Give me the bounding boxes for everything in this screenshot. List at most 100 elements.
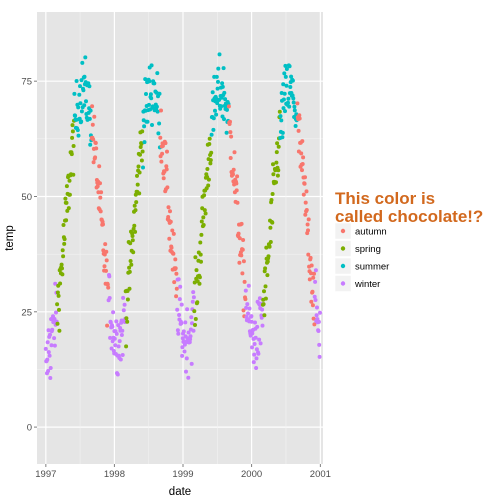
data-point-spring <box>140 129 145 134</box>
data-point-spring <box>277 109 282 114</box>
data-point-winter <box>188 334 193 339</box>
data-point-spring <box>192 280 197 285</box>
data-point-winter <box>48 366 53 370</box>
data-point-winter <box>315 305 319 310</box>
data-point-autumn <box>103 242 108 247</box>
data-point-winter <box>120 353 125 357</box>
legend-title-line-1: This color is <box>335 189 435 208</box>
data-point-autumn <box>104 249 109 254</box>
data-point-winter <box>107 274 112 279</box>
data-point-winter <box>178 284 183 289</box>
data-point-winter <box>313 298 318 302</box>
data-point-autumn <box>234 181 239 186</box>
legend-swatch-winter <box>340 281 346 286</box>
data-point-autumn <box>165 185 170 190</box>
data-point-summer <box>148 92 153 97</box>
data-point-spring <box>124 316 129 321</box>
data-point-summer <box>157 91 162 96</box>
data-point-autumn <box>106 285 111 290</box>
data-point-spring <box>139 158 144 163</box>
data-point-summer <box>211 127 216 132</box>
data-point-autumn <box>104 258 109 263</box>
data-point-winter <box>46 369 51 373</box>
legend-label-spring: spring <box>355 244 381 255</box>
data-point-spring <box>133 229 138 234</box>
data-point-autumn <box>167 236 172 241</box>
data-point-spring <box>206 183 211 188</box>
data-point-summer <box>279 91 284 95</box>
y-tick-label: 25 <box>21 307 32 318</box>
data-point-autumn <box>301 155 306 160</box>
data-point-autumn <box>311 316 316 321</box>
data-point-winter <box>313 268 318 273</box>
data-point-winter <box>185 307 190 312</box>
data-point-summer <box>220 81 225 86</box>
data-point-autumn <box>309 299 314 304</box>
data-point-winter <box>121 308 126 313</box>
data-point-spring <box>199 232 204 237</box>
data-point-spring <box>63 196 68 201</box>
data-point-spring <box>137 170 142 175</box>
data-point-autumn <box>226 104 231 109</box>
data-point-autumn <box>242 279 247 284</box>
data-point-winter <box>312 294 317 299</box>
legend-label-summer: summer <box>355 262 389 273</box>
data-point-spring <box>132 203 137 208</box>
data-point-summer <box>292 108 297 113</box>
data-point-autumn <box>169 245 174 250</box>
data-point-autumn <box>234 188 239 193</box>
x-tick-label: 2001 <box>310 469 331 480</box>
data-point-spring <box>267 244 272 249</box>
data-point-spring <box>61 223 66 227</box>
data-point-autumn <box>241 308 246 313</box>
data-point-summer <box>80 60 85 65</box>
data-point-autumn <box>303 212 308 217</box>
data-point-spring <box>263 284 268 289</box>
data-point-winter <box>189 315 194 320</box>
data-point-spring <box>263 266 268 271</box>
data-point-autumn <box>164 167 169 172</box>
data-point-autumn <box>95 184 100 189</box>
data-point-summer <box>287 64 292 69</box>
data-point-spring <box>208 158 213 163</box>
data-point-summer <box>155 109 160 114</box>
data-point-winter <box>46 328 51 333</box>
data-point-summer <box>72 91 77 96</box>
data-point-spring <box>57 328 62 333</box>
data-point-winter <box>108 320 113 325</box>
data-point-winter <box>45 357 50 362</box>
data-point-winter <box>253 320 257 325</box>
data-point-autumn <box>99 190 104 195</box>
data-point-spring <box>195 300 200 305</box>
data-point-autumn <box>306 228 310 233</box>
data-point-spring <box>136 164 141 169</box>
data-point-summer <box>141 165 145 170</box>
data-point-summer <box>213 108 217 113</box>
data-point-autumn <box>236 231 241 236</box>
data-point-winter <box>48 332 52 337</box>
data-point-summer <box>286 100 290 105</box>
data-point-spring <box>55 290 60 295</box>
data-point-spring <box>70 123 75 128</box>
data-point-summer <box>82 103 87 108</box>
data-point-autumn <box>163 141 168 146</box>
data-point-summer <box>210 90 215 95</box>
data-point-spring <box>275 173 280 178</box>
data-point-winter <box>45 340 50 345</box>
data-point-spring <box>269 198 274 202</box>
data-point-autumn <box>91 160 96 165</box>
data-point-winter <box>116 344 121 349</box>
data-point-winter <box>316 329 321 333</box>
data-point-spring <box>201 215 206 220</box>
data-point-spring <box>202 208 207 213</box>
data-point-autumn <box>98 181 102 186</box>
data-point-summer <box>293 124 298 128</box>
data-point-autumn <box>239 221 244 226</box>
data-point-summer <box>280 135 285 140</box>
data-point-autumn <box>158 135 163 140</box>
data-point-spring <box>271 172 276 177</box>
data-point-winter <box>314 313 319 318</box>
data-point-winter <box>176 331 181 336</box>
data-point-summer <box>280 130 285 135</box>
data-point-spring <box>268 240 273 244</box>
